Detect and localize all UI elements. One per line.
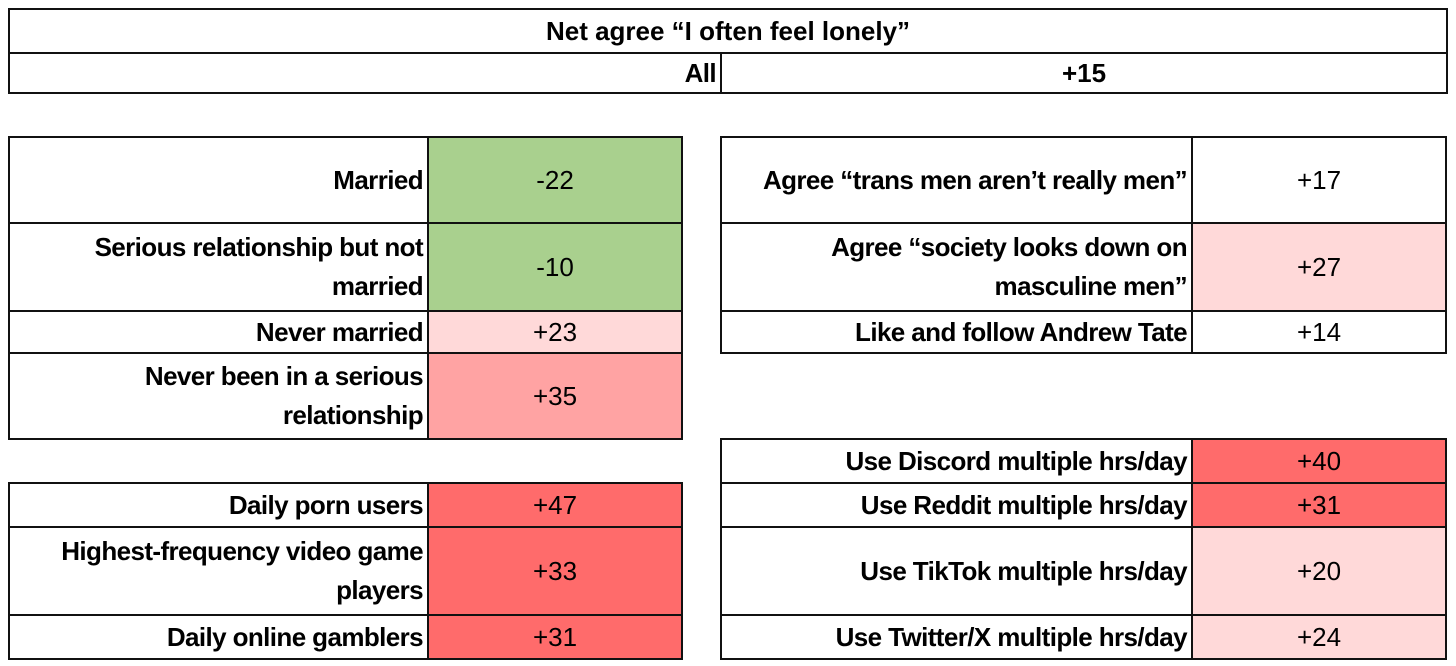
all-value: +15 (720, 52, 1448, 94)
row-value-cell: +40 (1191, 438, 1447, 484)
table-title: Net agree “I often feel lonely” (8, 8, 1448, 54)
row-value-cell: +14 (1191, 310, 1447, 354)
row-value-cell: +23 (427, 310, 683, 354)
row-label: Use Twitter/X multiple hrs/day (720, 614, 1193, 660)
row-label: Highest-frequency video game players (8, 526, 429, 616)
row-value-cell: +31 (427, 614, 683, 660)
row-label: Serious relationship but not married (8, 222, 429, 312)
row-value-cell: +24 (1191, 614, 1447, 660)
row-value-cell: +27 (1191, 222, 1447, 312)
row-label: Never been in a serious relationship (8, 352, 429, 440)
row-label: Use Discord multiple hrs/day (720, 438, 1193, 484)
row-value-cell: +47 (427, 482, 683, 528)
row-label: Never married (8, 310, 429, 354)
row-label: Married (8, 136, 429, 224)
row-label: Use Reddit multiple hrs/day (720, 482, 1193, 528)
row-value-cell: +20 (1191, 526, 1447, 616)
row-value-cell: +31 (1191, 482, 1447, 528)
row-value-cell: +35 (427, 352, 683, 440)
row-value-cell: +17 (1191, 136, 1447, 224)
row-label: Agree “society looks down on masculine m… (720, 222, 1193, 312)
row-value-cell: -10 (427, 222, 683, 312)
row-label: Like and follow Andrew Tate (720, 310, 1193, 354)
row-value-cell: -22 (427, 136, 683, 224)
row-value-cell: +33 (427, 526, 683, 616)
row-label: Daily online gamblers (8, 614, 429, 660)
all-label: All (8, 52, 722, 94)
row-label: Daily porn users (8, 482, 429, 528)
row-label: Use TikTok multiple hrs/day (720, 526, 1193, 616)
row-label: Agree “trans men aren’t really men” (720, 136, 1193, 224)
